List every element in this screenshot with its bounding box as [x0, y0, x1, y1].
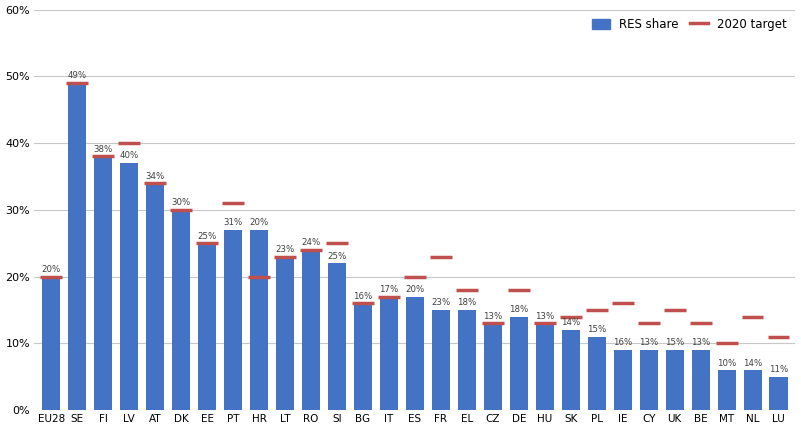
Bar — [770, 377, 787, 410]
Bar — [250, 230, 268, 410]
Bar — [302, 250, 320, 410]
Bar — [68, 83, 87, 410]
Bar — [224, 230, 242, 410]
Text: 16%: 16% — [353, 292, 372, 301]
Text: 14%: 14% — [743, 359, 763, 368]
Text: 25%: 25% — [328, 252, 347, 261]
Text: 15%: 15% — [665, 338, 684, 347]
Text: 24%: 24% — [301, 238, 320, 247]
Bar — [120, 163, 139, 410]
Text: 23%: 23% — [431, 298, 450, 307]
Text: 15%: 15% — [587, 325, 606, 334]
Text: 20%: 20% — [42, 265, 61, 274]
Text: 14%: 14% — [562, 319, 581, 328]
Text: 18%: 18% — [509, 305, 529, 314]
Bar — [666, 350, 684, 410]
Bar — [484, 323, 502, 410]
Text: 20%: 20% — [249, 218, 269, 227]
Text: 13%: 13% — [483, 312, 502, 321]
Text: 10%: 10% — [717, 359, 736, 368]
Text: 13%: 13% — [639, 338, 658, 347]
Bar — [172, 210, 191, 410]
Bar — [718, 370, 735, 410]
Text: 11%: 11% — [769, 365, 788, 374]
Bar — [614, 350, 632, 410]
Text: 30%: 30% — [171, 198, 191, 207]
Text: 31%: 31% — [223, 218, 243, 227]
Bar — [276, 257, 294, 410]
Bar — [509, 317, 528, 410]
Bar — [42, 276, 60, 410]
Legend: RES share, 2020 target: RES share, 2020 target — [590, 15, 790, 33]
Bar — [588, 337, 606, 410]
Bar — [640, 350, 658, 410]
Text: 16%: 16% — [613, 338, 632, 347]
Text: 40%: 40% — [119, 151, 139, 160]
Bar — [328, 263, 346, 410]
Bar — [380, 297, 398, 410]
Text: 20%: 20% — [405, 285, 425, 294]
Bar — [743, 370, 762, 410]
Text: 18%: 18% — [457, 298, 477, 307]
Text: 38%: 38% — [94, 145, 113, 154]
Bar — [536, 323, 554, 410]
Bar — [354, 304, 372, 410]
Text: 17%: 17% — [380, 285, 399, 294]
Text: 25%: 25% — [198, 232, 217, 241]
Bar — [198, 243, 216, 410]
Bar — [432, 310, 450, 410]
Text: 34%: 34% — [146, 172, 165, 181]
Bar — [562, 330, 580, 410]
Bar — [458, 310, 476, 410]
Bar — [691, 350, 710, 410]
Text: 49%: 49% — [68, 71, 87, 80]
Bar — [146, 183, 164, 410]
Text: 23%: 23% — [276, 245, 295, 254]
Bar — [406, 297, 424, 410]
Text: 13%: 13% — [535, 312, 554, 321]
Bar — [95, 157, 112, 410]
Text: 13%: 13% — [691, 338, 710, 347]
